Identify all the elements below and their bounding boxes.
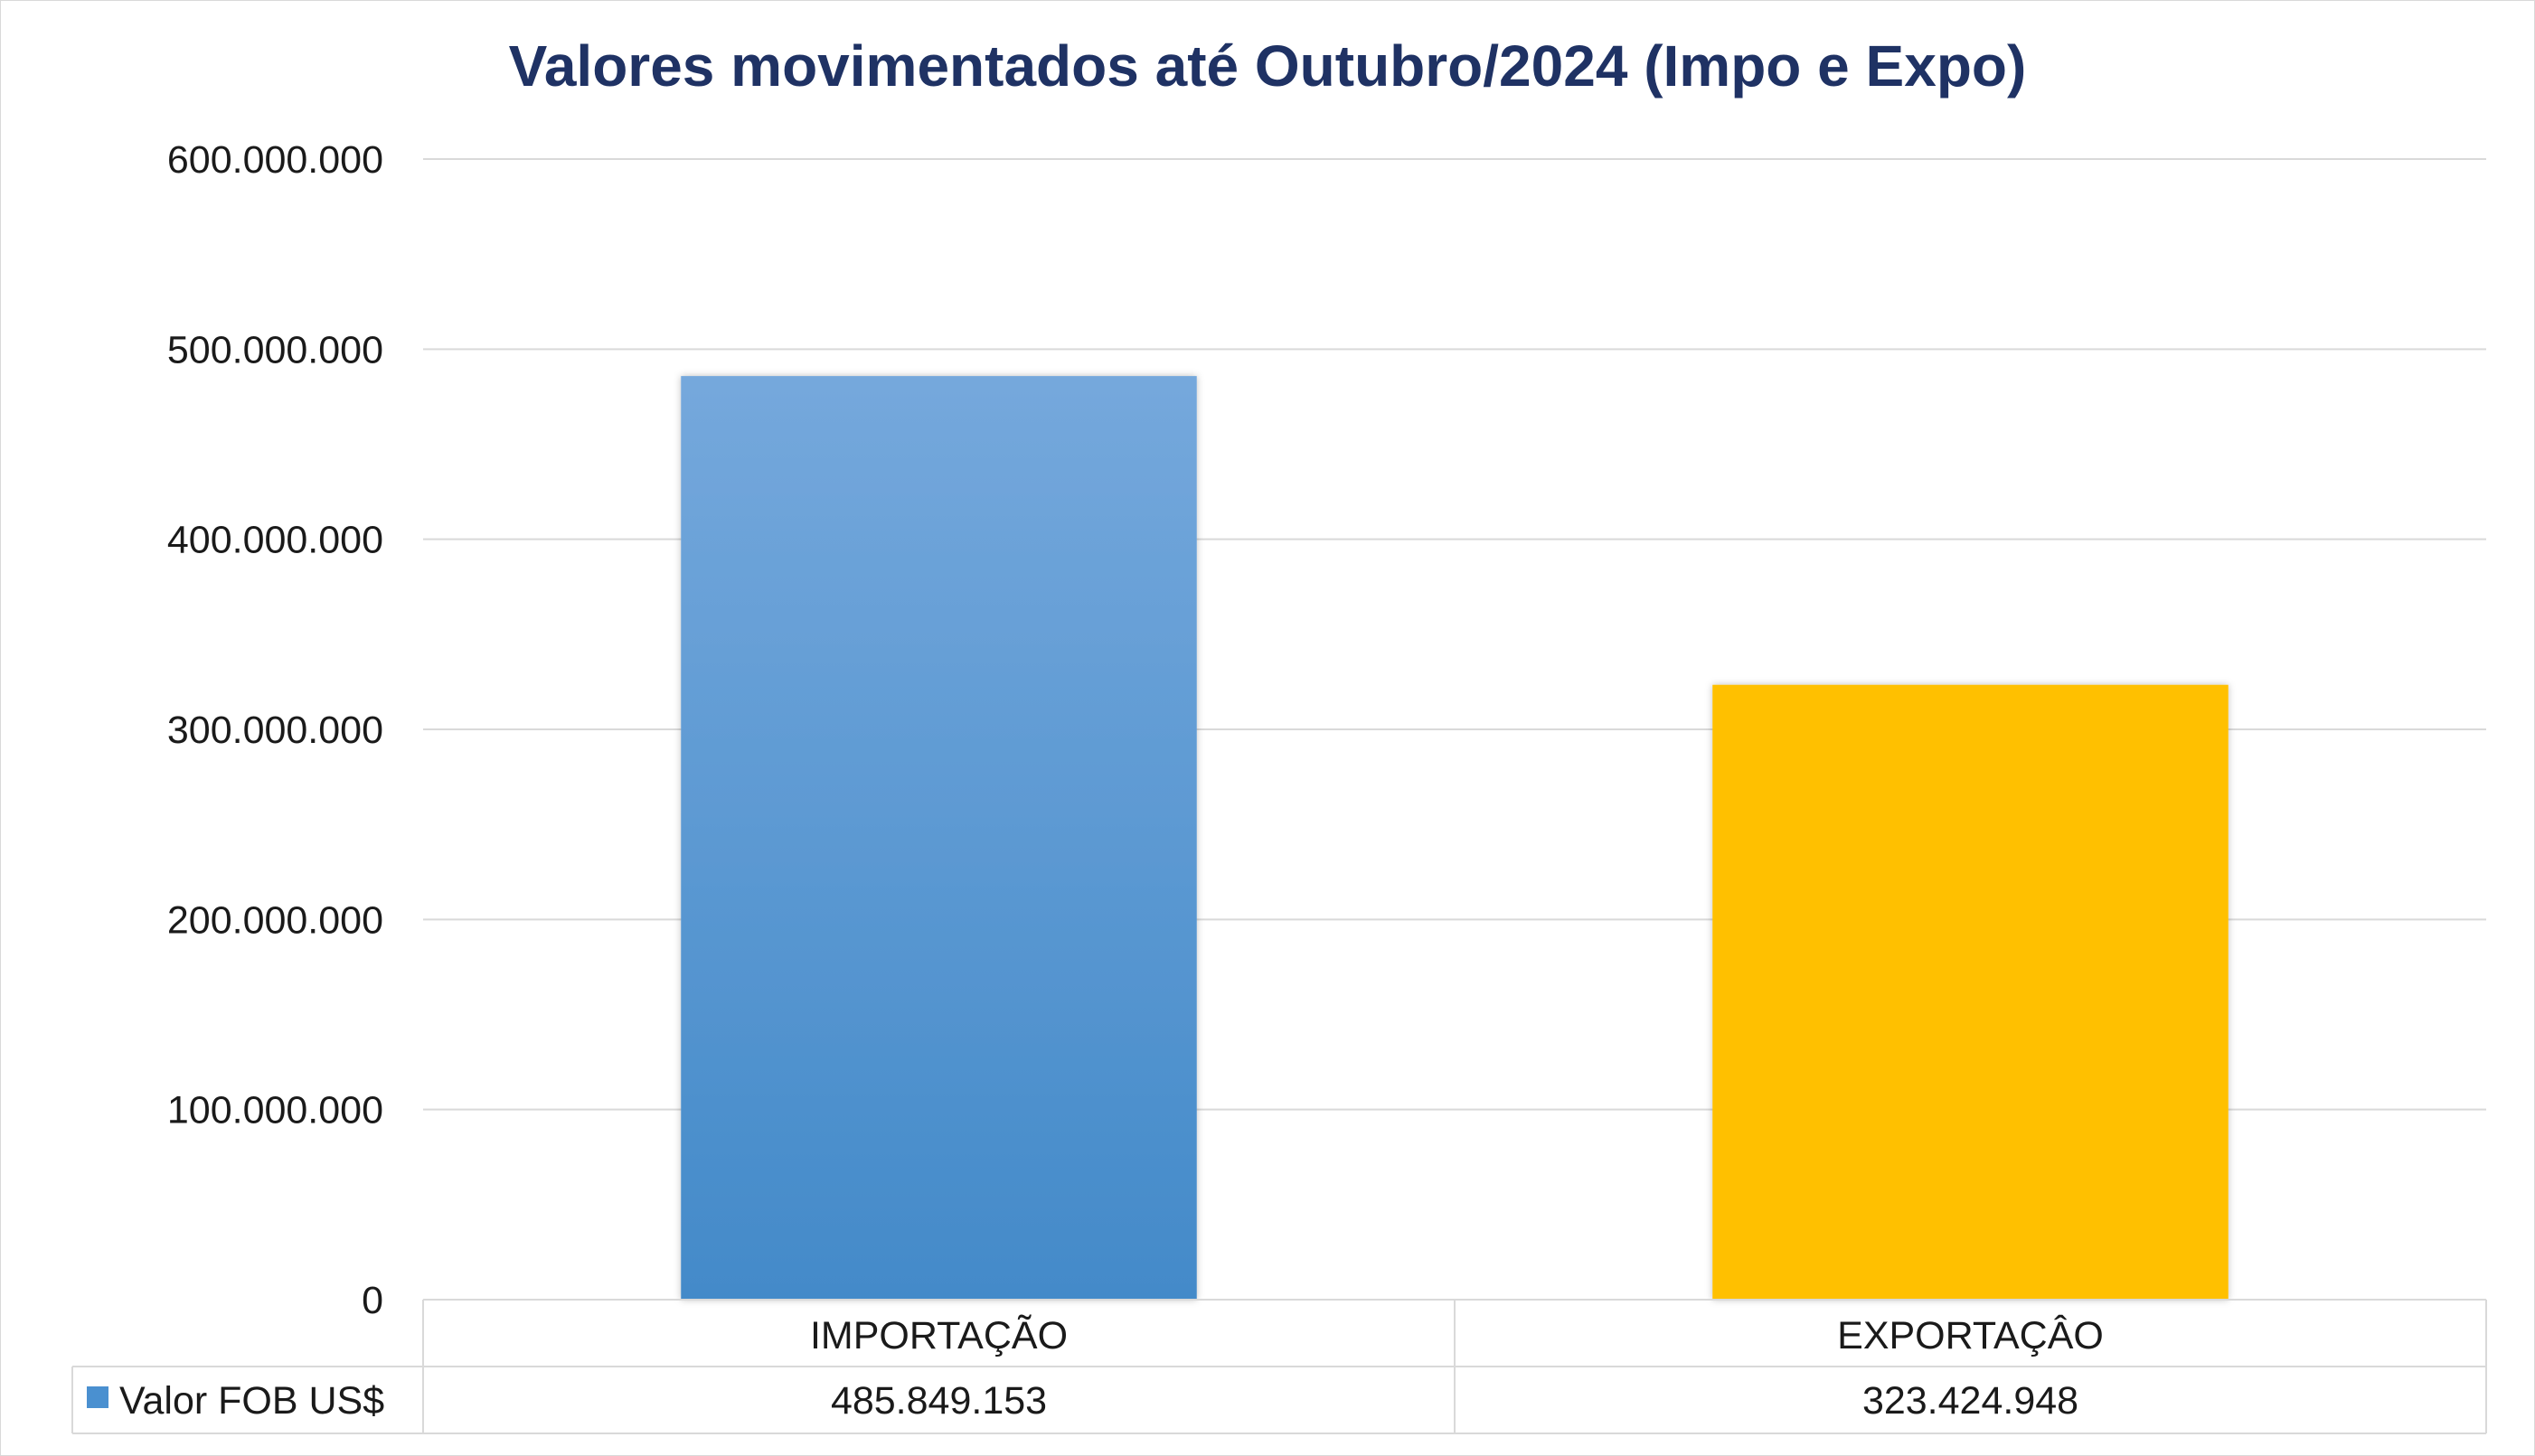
- chart-title: Valores movimentados até Outubro/2024 (I…: [508, 33, 2027, 99]
- y-tick-label: 500.000.000: [167, 328, 383, 371]
- data-value-label: 323.424.948: [1862, 1379, 2078, 1423]
- bars: [681, 376, 2229, 1300]
- legend-key: [87, 1386, 108, 1408]
- y-tick-label: 0: [362, 1279, 383, 1322]
- bar-importacao: [681, 376, 1197, 1300]
- y-tick-label: 200.000.000: [167, 898, 383, 942]
- data-table: IMPORTAÇÃO EXPORTAÇÂO 485.849.153 323.424.9…: [71, 1299, 2487, 1434]
- bar-exportacao: [1712, 684, 2229, 1300]
- x-category-label: IMPORTAÇÃO: [810, 1314, 1068, 1357]
- y-tick-label: 100.000.000: [167, 1089, 383, 1132]
- data-value-label: 485.849.153: [831, 1379, 1047, 1423]
- y-tick-label: 300.000.000: [167, 709, 383, 752]
- legend-series-name: Valor FOB US$: [119, 1379, 384, 1423]
- y-tick-label: 400.000.000: [167, 519, 383, 562]
- y-tick-label: 600.000.000: [167, 138, 383, 182]
- y-axis-ticks: 0 100.000.000 200.000.000 300.000.000 400.00…: [167, 138, 383, 1322]
- x-category-label: EXPORTAÇÂO: [1837, 1314, 2104, 1357]
